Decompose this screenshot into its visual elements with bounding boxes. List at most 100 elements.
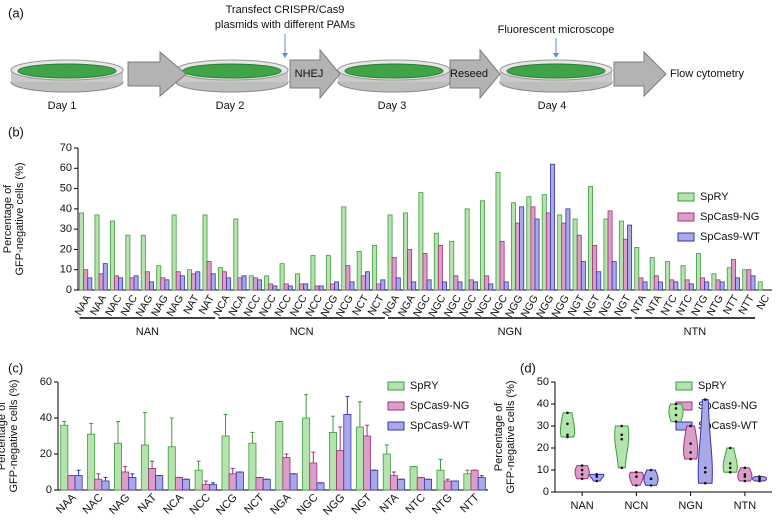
bar bbox=[237, 277, 243, 291]
group-label: NTN bbox=[684, 326, 707, 338]
bar bbox=[673, 281, 679, 291]
bar bbox=[241, 275, 247, 291]
bar bbox=[372, 244, 378, 291]
y-axis-label: GFP-negative cells (%) bbox=[8, 379, 20, 492]
bar bbox=[287, 285, 293, 291]
step-label: NHEJ bbox=[295, 68, 324, 80]
bar bbox=[155, 475, 164, 491]
bar bbox=[370, 469, 379, 491]
data-point bbox=[703, 398, 707, 401]
bar bbox=[742, 269, 748, 291]
bar bbox=[94, 214, 100, 291]
pointer-arrow-head bbox=[282, 53, 288, 58]
bar bbox=[576, 234, 582, 291]
bar bbox=[463, 473, 472, 491]
legend-label: SpCas9-NG bbox=[698, 400, 757, 412]
data-point bbox=[620, 466, 624, 470]
bar bbox=[418, 192, 424, 291]
panel-label: (c) bbox=[8, 360, 23, 375]
bar bbox=[715, 279, 721, 291]
data-point bbox=[743, 466, 747, 470]
data-point bbox=[635, 475, 638, 478]
violin bbox=[697, 399, 713, 484]
bar bbox=[79, 212, 85, 291]
x-tick-label: NGT bbox=[349, 492, 374, 517]
bar bbox=[125, 234, 131, 291]
bar bbox=[704, 281, 710, 291]
bar bbox=[194, 469, 203, 491]
bar bbox=[74, 475, 83, 491]
process-arrow bbox=[613, 50, 667, 98]
bar bbox=[618, 220, 624, 291]
bar bbox=[160, 277, 166, 291]
bar bbox=[470, 469, 479, 491]
bar bbox=[309, 462, 318, 491]
data-point bbox=[703, 481, 707, 485]
bar bbox=[515, 222, 520, 291]
bar bbox=[688, 283, 694, 291]
bar bbox=[187, 269, 193, 291]
bar bbox=[700, 277, 706, 291]
bar bbox=[87, 277, 93, 291]
bar bbox=[680, 265, 686, 291]
bar bbox=[634, 246, 640, 291]
bar bbox=[588, 186, 593, 291]
data-point bbox=[595, 479, 599, 483]
bar bbox=[480, 200, 486, 291]
day-label: Day 3 bbox=[378, 100, 407, 112]
dish bbox=[10, 59, 124, 93]
bar bbox=[382, 453, 391, 491]
bar bbox=[541, 194, 547, 291]
bar bbox=[208, 484, 217, 491]
dish bbox=[337, 59, 451, 93]
y-tick-label: 0 bbox=[66, 284, 72, 296]
legend-swatch bbox=[675, 381, 693, 391]
data-point bbox=[743, 473, 747, 476]
bar bbox=[649, 257, 655, 291]
data-point bbox=[595, 475, 599, 478]
y-tick-label: 40 bbox=[537, 398, 549, 410]
bar bbox=[275, 421, 284, 491]
bar bbox=[140, 234, 146, 291]
bar bbox=[592, 244, 598, 291]
y-tick-label: 30 bbox=[60, 223, 72, 235]
bar bbox=[114, 275, 120, 291]
bar bbox=[495, 171, 501, 291]
bar bbox=[221, 435, 230, 491]
data-point bbox=[689, 457, 692, 461]
bar bbox=[98, 273, 104, 291]
bar bbox=[437, 244, 443, 291]
data-point bbox=[728, 462, 732, 465]
data-point bbox=[689, 442, 692, 445]
bar bbox=[262, 478, 271, 491]
y-tick-label: 30 bbox=[537, 420, 549, 432]
bar bbox=[665, 261, 671, 291]
process-arrow bbox=[449, 48, 501, 100]
bar bbox=[443, 480, 452, 491]
bar bbox=[409, 466, 418, 491]
bar bbox=[144, 271, 150, 291]
violin bbox=[574, 465, 590, 480]
bar bbox=[282, 457, 291, 491]
legend-swatch bbox=[677, 192, 695, 202]
data-point bbox=[728, 446, 732, 450]
bar bbox=[228, 473, 237, 491]
bar bbox=[171, 214, 177, 291]
data-point bbox=[758, 479, 761, 483]
bar bbox=[363, 435, 372, 491]
step-label: Reseed bbox=[450, 68, 488, 80]
violin bbox=[614, 425, 630, 469]
bar bbox=[175, 271, 181, 291]
bar bbox=[255, 476, 264, 491]
x-tick-label: NTT bbox=[736, 292, 757, 316]
bar bbox=[472, 281, 478, 291]
bar bbox=[627, 224, 633, 291]
data-point bbox=[649, 468, 653, 472]
bar bbox=[376, 283, 382, 291]
bar bbox=[530, 206, 536, 291]
pointer-arrow-head bbox=[553, 53, 559, 58]
bar bbox=[730, 259, 736, 291]
bar bbox=[336, 449, 345, 491]
bar bbox=[334, 281, 340, 291]
day-label: Day 1 bbox=[48, 100, 77, 112]
